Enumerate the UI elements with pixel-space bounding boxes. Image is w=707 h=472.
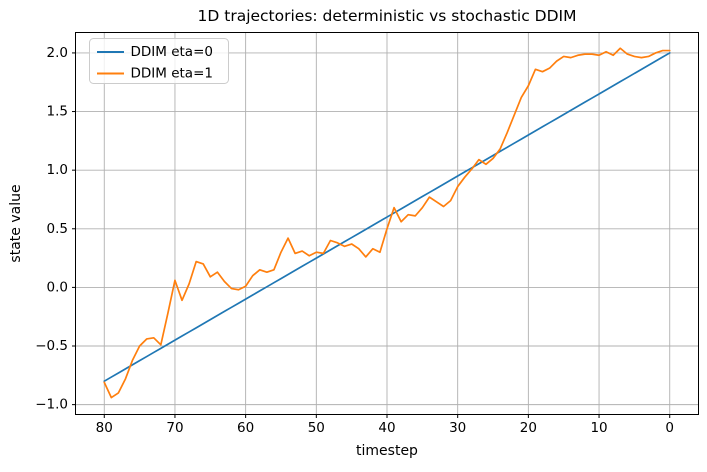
chart-title: 1D trajectories: deterministic vs stocha… <box>198 7 577 25</box>
y-tick-label: −0.5 <box>35 338 68 354</box>
x-axis-label: timestep <box>356 443 418 459</box>
x-tick-label: 0 <box>665 420 674 436</box>
y-tick-label: 1.0 <box>47 162 68 178</box>
y-axis: 2.0 1.5 1.0 0.5 0.0 −0.5 −1.0 <box>35 45 76 413</box>
legend-box <box>89 38 229 84</box>
x-tick-label: 10 <box>590 420 607 436</box>
x-tick-label: 20 <box>520 420 537 436</box>
series-line-0 <box>103 52 671 383</box>
y-tick-label: 2.0 <box>47 45 68 61</box>
y-axis-label: state value <box>8 184 24 262</box>
x-tick-label: 40 <box>378 420 395 436</box>
x-tick-label: 60 <box>237 420 254 436</box>
x-tick-label: 80 <box>96 420 113 436</box>
y-tick-label: 1.5 <box>47 104 68 120</box>
y-tick-label: −1.0 <box>35 397 68 413</box>
x-axis: 80 70 60 50 40 30 20 10 0 <box>96 414 674 436</box>
y-tick-label: 0.0 <box>47 279 68 295</box>
legend: DDIM eta=0 DDIM eta=1 <box>89 38 229 84</box>
legend-label-1: DDIM eta=1 <box>131 66 213 82</box>
y-tick-label: 0.5 <box>47 221 68 237</box>
x-tick-label: 70 <box>166 420 183 436</box>
x-tick-label: 50 <box>308 420 325 436</box>
legend-label-0: DDIM eta=0 <box>131 44 213 60</box>
series-line-1 <box>103 47 671 399</box>
x-tick-label: 30 <box>449 420 466 436</box>
